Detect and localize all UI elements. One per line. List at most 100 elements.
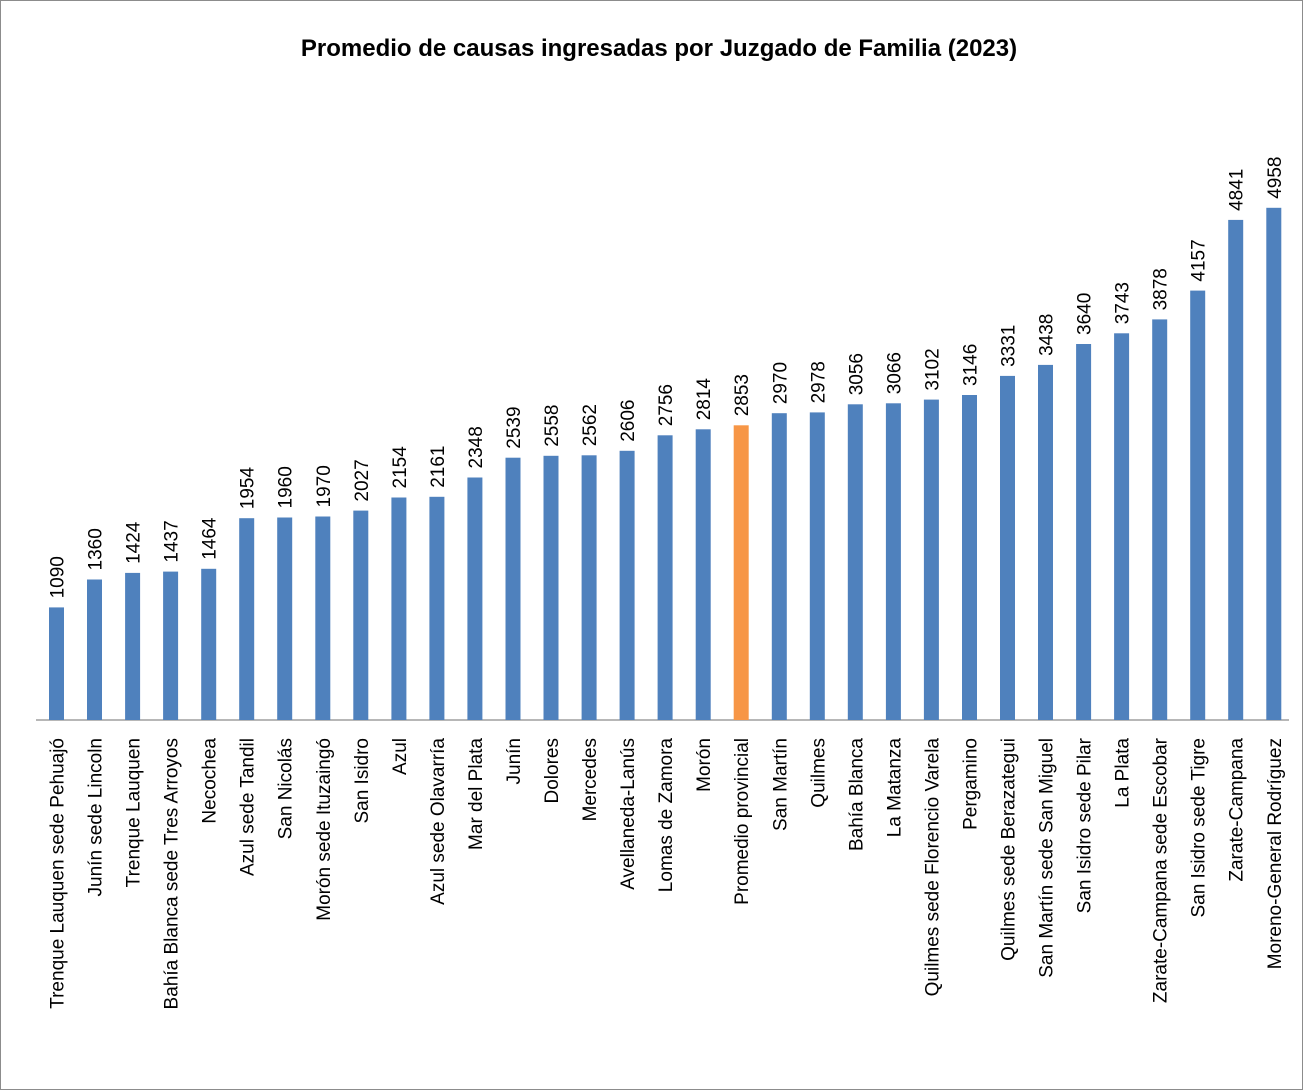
data-label: 2154 xyxy=(390,446,411,489)
x-tick-label: Quilmes xyxy=(808,738,829,808)
x-tick-label: Junín xyxy=(504,738,525,784)
data-label: 1464 xyxy=(200,517,221,560)
bar xyxy=(1228,219,1244,720)
data-label: 2161 xyxy=(428,446,449,488)
x-tick-label: San Nicolás xyxy=(276,738,297,839)
data-label: 3878 xyxy=(1151,268,1172,310)
data-label: 1954 xyxy=(238,466,259,509)
data-label: 1360 xyxy=(86,528,107,570)
x-tick-label: Junín sede Lincoln xyxy=(86,738,107,896)
bar xyxy=(505,457,521,720)
data-label: 3743 xyxy=(1113,282,1134,324)
x-tick-label: Morón xyxy=(694,738,715,792)
x-tick-label: San Isidro xyxy=(352,738,373,824)
data-label: 1090 xyxy=(48,556,69,598)
bar xyxy=(391,497,407,720)
data-label: 2558 xyxy=(542,405,563,447)
x-tick-label: Trenque Lauquen xyxy=(124,738,145,887)
x-tick-label: Bahía Blanca xyxy=(846,738,867,851)
bar xyxy=(1038,364,1053,720)
data-label: 2814 xyxy=(694,378,715,421)
data-label: 2978 xyxy=(808,361,829,403)
data-label: 2970 xyxy=(770,362,791,404)
data-label: 3146 xyxy=(961,344,982,386)
bar xyxy=(771,413,787,720)
data-label: 4958 xyxy=(1265,157,1286,199)
data-label: 3438 xyxy=(1037,314,1058,356)
bar xyxy=(315,516,331,720)
data-label: 3640 xyxy=(1075,293,1096,335)
data-label: 3066 xyxy=(884,352,905,394)
data-label: 2539 xyxy=(504,406,525,448)
bar xyxy=(1190,290,1206,720)
x-tick-label: La Matanza xyxy=(884,738,905,838)
x-tick-label: Zarate-Campana sede Escobar xyxy=(1151,737,1172,1003)
bar xyxy=(733,425,749,720)
data-label: 1960 xyxy=(276,466,297,508)
bar xyxy=(847,404,863,720)
bar xyxy=(695,429,711,720)
data-label: 2562 xyxy=(580,404,601,446)
x-tick-label: San Martín xyxy=(770,738,791,831)
bar xyxy=(353,510,369,720)
data-label: 1970 xyxy=(314,465,335,507)
x-tick-label: San Isidro sede Tigre xyxy=(1189,738,1210,918)
bar xyxy=(619,450,635,720)
bar xyxy=(1114,333,1130,720)
bar xyxy=(1152,319,1168,720)
data-label: 2348 xyxy=(466,426,487,468)
x-tick-label: San Isidro sede Pilar xyxy=(1075,737,1096,913)
bar xyxy=(923,399,939,720)
x-tick-label: Mercedes xyxy=(580,738,601,821)
x-tick-label: Azul sede Tandil xyxy=(238,738,259,876)
bar xyxy=(657,435,673,720)
data-label: 4841 xyxy=(1227,169,1248,211)
bar xyxy=(1266,207,1282,721)
x-tick-label: Trenque Lauquen sede Pehuajó xyxy=(48,738,69,1009)
data-label: 3056 xyxy=(846,353,867,395)
data-label: 3102 xyxy=(922,348,943,390)
data-label: 3331 xyxy=(999,325,1020,367)
x-tick-label: Promedio provincial xyxy=(732,738,753,905)
x-tick-label: Mar del Plata xyxy=(466,738,487,850)
bar xyxy=(87,579,102,720)
x-tick-label: Dolores xyxy=(542,738,563,803)
x-tick-label: Necochea xyxy=(200,738,221,824)
bar xyxy=(467,477,483,720)
bar xyxy=(543,455,559,720)
bar xyxy=(581,455,597,720)
data-label: 2853 xyxy=(732,374,753,416)
x-tick-label: Bahía Blanca sede Tres Arroyos xyxy=(162,738,183,1009)
x-tick-label: Morón sede Ituzaingó xyxy=(314,738,335,921)
chart-title: Promedio de causas ingresadas por Juzgad… xyxy=(300,35,1018,62)
bar xyxy=(1000,375,1015,720)
x-tick-label: Lomas de Zamora xyxy=(656,738,677,893)
bar xyxy=(125,572,141,720)
bar xyxy=(885,403,901,720)
x-tick-label: Azul xyxy=(390,738,411,775)
data-label: 4157 xyxy=(1189,239,1210,281)
x-tick-label: San Martín sede San Miguel xyxy=(1037,738,1058,978)
bar xyxy=(962,395,977,720)
bar xyxy=(163,571,179,720)
x-tick-label: Moreno-General Rodríguez xyxy=(1265,738,1286,969)
bar xyxy=(809,412,825,720)
x-tick-label: Pergamino xyxy=(961,738,982,830)
data-label: 2606 xyxy=(618,400,639,442)
bar xyxy=(201,568,217,720)
bar xyxy=(1076,344,1092,720)
data-label: 2756 xyxy=(656,384,677,426)
data-label: 1437 xyxy=(162,520,183,562)
x-tick-label: Avellaneda-Lanús xyxy=(618,738,639,890)
x-tick-label: Zarate-Campana xyxy=(1227,738,1248,882)
bar xyxy=(239,518,255,720)
bar xyxy=(49,607,64,720)
x-tick-label: Quilmes sede Florencio Varela xyxy=(922,738,943,997)
bar xyxy=(277,517,293,720)
x-tick-label: La Plata xyxy=(1113,738,1134,808)
bar xyxy=(429,496,445,720)
data-label: 1424 xyxy=(124,521,145,564)
data-label: 2027 xyxy=(352,459,373,501)
